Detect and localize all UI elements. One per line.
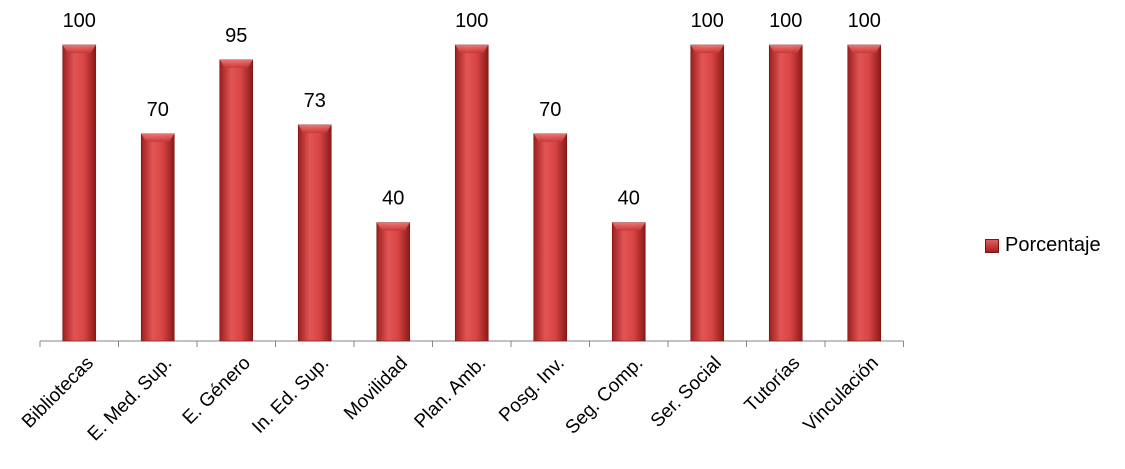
data-label: 100 [691, 10, 724, 32]
bar-cap [376, 222, 410, 231]
bar-body [297, 124, 332, 342]
legend-label: Porcentaje [1005, 234, 1101, 256]
x-tick-label: Plan. Amb. [411, 353, 491, 433]
bar [376, 222, 411, 342]
data-label: 73 [304, 90, 326, 112]
x-tick-label: Ser. Social [647, 353, 726, 432]
bar [690, 44, 725, 342]
x-tick-label: Posg. Inv. [495, 353, 569, 427]
data-labels-group: 100 70 95 73 40 100 70 40 100 100 100 [63, 10, 881, 210]
bar-cap [219, 59, 253, 68]
bars-group [62, 44, 882, 342]
bar-cap [533, 133, 567, 142]
bar-body [533, 133, 568, 342]
bar-body [140, 133, 175, 342]
data-label: 70 [539, 99, 561, 121]
bar-cap [298, 124, 332, 133]
bar-body [611, 222, 646, 342]
legend-swatch [985, 238, 999, 253]
bar-body [62, 44, 97, 342]
bar-cap [612, 222, 646, 231]
data-label: 70 [147, 99, 169, 121]
x-tick-label: Vinculación [800, 353, 883, 436]
bar-body [690, 44, 725, 342]
bar-body [847, 44, 882, 342]
bar-cap [455, 45, 489, 53]
bar [62, 44, 97, 342]
bar [140, 133, 175, 342]
bar [454, 44, 489, 342]
x-tick-label: In. Ed. Sup. [248, 353, 333, 438]
bar [768, 44, 803, 342]
bar [847, 44, 882, 342]
bar-cap [847, 45, 881, 53]
x-axis [39, 340, 904, 347]
bar-cap [141, 133, 175, 142]
data-label: 40 [382, 188, 404, 210]
bar-body [219, 59, 254, 342]
x-tick-label: Seg. Comp. [562, 353, 648, 439]
x-tick-label: Tutorías [741, 353, 805, 417]
x-tick-label: Movilidad [340, 353, 412, 425]
x-tick-label: E. Género [179, 353, 255, 429]
bar-body [768, 44, 803, 342]
bar-body [376, 222, 411, 342]
bar [533, 133, 568, 342]
data-label: 40 [618, 188, 640, 210]
bar [219, 59, 254, 342]
bar [611, 222, 646, 342]
legend: Porcentaje [985, 234, 1101, 257]
bar-cap [690, 45, 724, 53]
data-label: 100 [455, 10, 488, 32]
bar-cap [769, 45, 803, 53]
data-label: 100 [848, 10, 881, 32]
x-tick-label: Bibliotecas [18, 353, 98, 433]
bar-body [454, 44, 489, 342]
data-label: 100 [769, 10, 802, 32]
data-label: 100 [63, 10, 96, 32]
data-label: 95 [225, 25, 247, 47]
x-tick-label: E. Med. Sup. [84, 353, 177, 446]
bar [297, 124, 332, 342]
bar-cap [62, 45, 96, 53]
